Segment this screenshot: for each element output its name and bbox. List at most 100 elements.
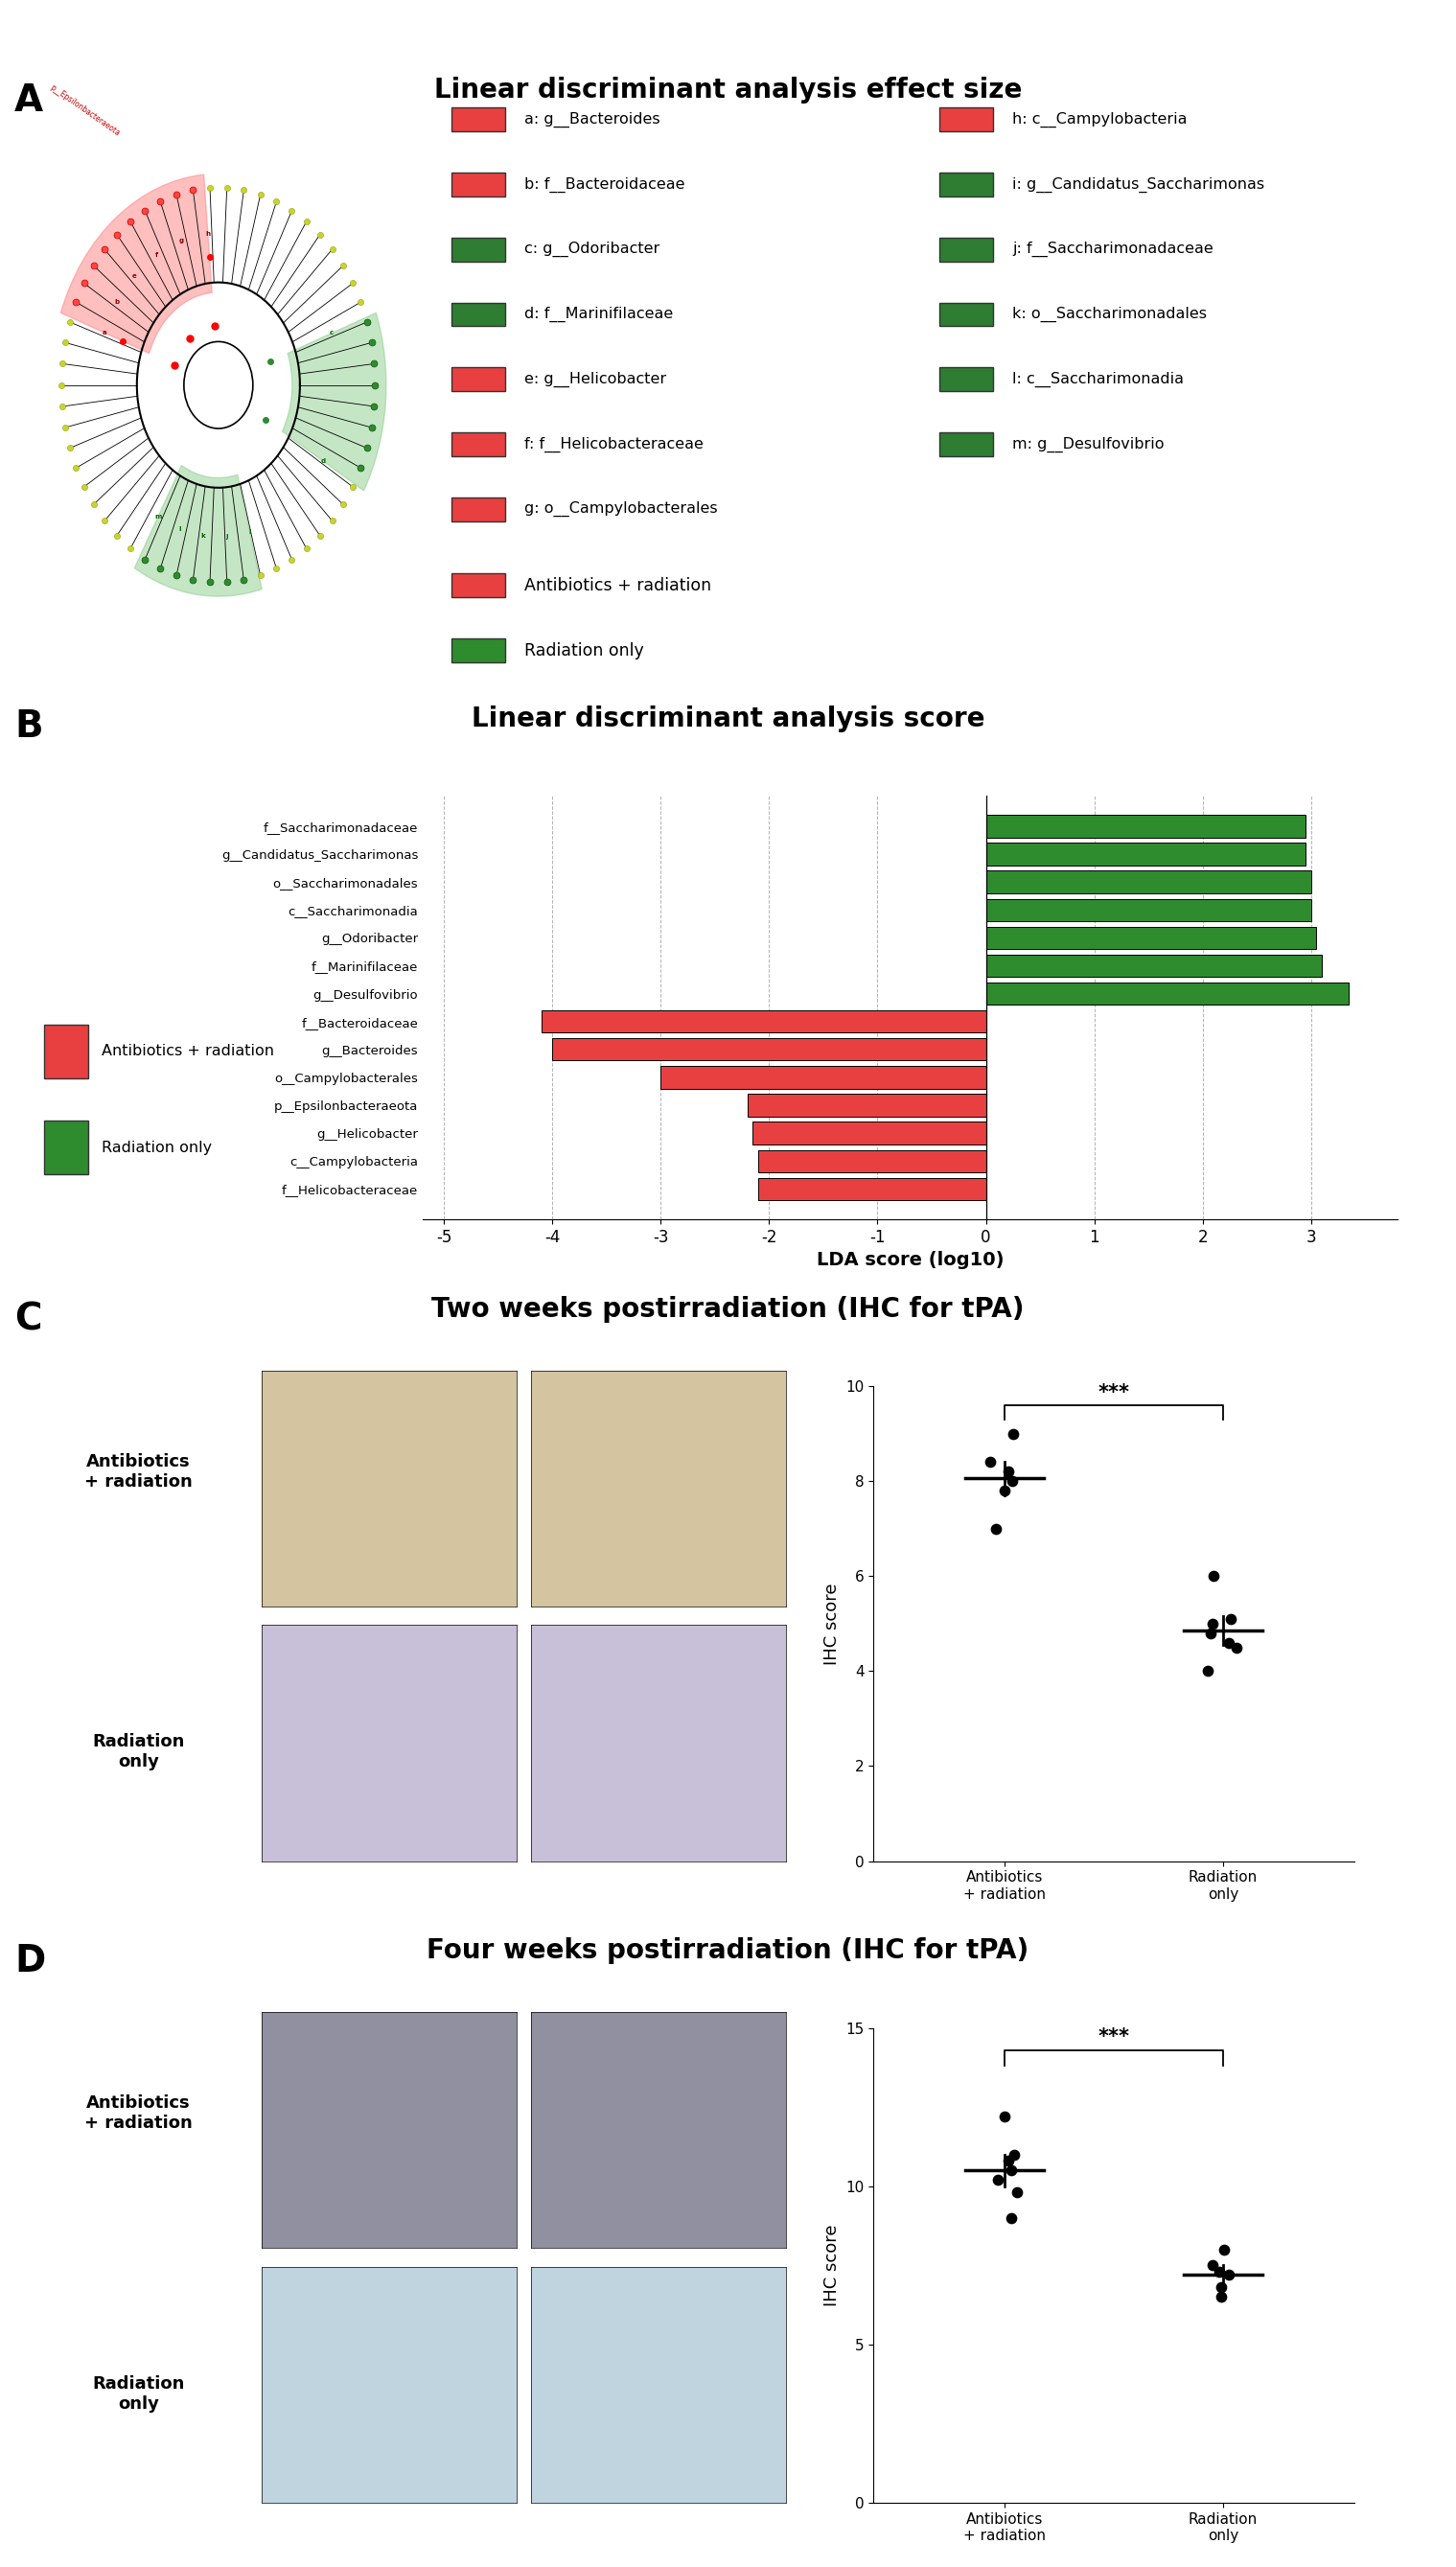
Text: p__Epsilonbacteraeota: p__Epsilonbacteraeota — [48, 82, 122, 139]
Bar — [939, 239, 993, 262]
Text: Linear discriminant analysis score: Linear discriminant analysis score — [472, 706, 984, 732]
Point — [978, 1443, 1002, 1484]
Circle shape — [183, 341, 253, 429]
Text: g: g — [179, 239, 183, 244]
Text: i: i — [249, 529, 250, 534]
Text: j: j — [226, 534, 227, 539]
Bar — [939, 367, 993, 390]
Point — [1217, 1622, 1241, 1663]
Point — [1198, 1612, 1222, 1653]
Point — [1217, 2254, 1241, 2295]
Text: D: D — [15, 1943, 45, 1979]
Point — [1200, 2244, 1223, 2285]
Point — [1000, 1461, 1024, 1502]
Text: e: e — [132, 272, 137, 280]
Bar — [986, 842, 1306, 865]
Point — [1002, 1412, 1025, 1453]
Text: C: C — [15, 1301, 42, 1337]
Point — [997, 1450, 1021, 1491]
Point — [1210, 2277, 1233, 2318]
Text: m: m — [154, 513, 162, 519]
Bar — [451, 303, 505, 326]
Text: Radiation only: Radiation only — [524, 642, 644, 660]
Text: d: f__Marinifilaceae: d: f__Marinifilaceae — [524, 305, 673, 323]
Bar — [451, 239, 505, 262]
Text: Antibiotics
+ radiation: Antibiotics + radiation — [84, 1453, 192, 1491]
Wedge shape — [134, 465, 262, 596]
Bar — [451, 639, 505, 662]
Bar — [986, 870, 1310, 893]
Bar — [986, 955, 1322, 978]
Point — [987, 2159, 1010, 2200]
Bar — [451, 431, 505, 457]
Text: f: f__Helicobacteraceae: f: f__Helicobacteraceae — [524, 436, 703, 452]
Text: Four weeks postirradiation (IHC for tPA): Four weeks postirradiation (IHC for tPA) — [427, 1938, 1029, 1964]
Bar — [753, 1122, 986, 1145]
Text: g: o__Campylobacterales: g: o__Campylobacterales — [524, 501, 718, 516]
Text: e: g__Helicobacter: e: g__Helicobacter — [524, 372, 667, 388]
Text: a: g__Bacteroides: a: g__Bacteroides — [524, 113, 660, 128]
Text: b: b — [115, 300, 119, 305]
Point — [996, 2141, 1019, 2182]
Text: A: A — [15, 82, 44, 118]
Bar — [542, 1011, 986, 1032]
Wedge shape — [282, 313, 386, 490]
Text: Antibiotics
+ radiation: Antibiotics + radiation — [84, 2095, 192, 2133]
Point — [993, 2097, 1016, 2138]
Point — [1210, 2267, 1233, 2308]
Bar — [44, 1024, 89, 1078]
Text: a: a — [103, 331, 108, 336]
Text: Radiation
only: Radiation only — [92, 2374, 185, 2413]
Point — [1203, 1556, 1226, 1597]
Wedge shape — [61, 175, 213, 354]
Point — [1226, 1627, 1249, 1669]
Point — [1219, 1599, 1242, 1640]
Text: k: k — [201, 534, 205, 539]
Text: ***: *** — [1098, 1384, 1130, 1402]
Bar — [552, 1037, 986, 1060]
Bar — [986, 983, 1348, 1004]
Text: Antibiotics + radiation: Antibiotics + radiation — [102, 1045, 274, 1058]
Text: c: g__Odoribacter: c: g__Odoribacter — [524, 241, 660, 257]
Bar — [986, 816, 1306, 837]
Text: b: f__Bacteroidaceae: b: f__Bacteroidaceae — [524, 177, 686, 193]
Text: j: f__Saccharimonadaceae: j: f__Saccharimonadaceae — [1012, 241, 1213, 257]
Bar — [939, 108, 993, 131]
Text: h: c__Campylobacteria: h: c__Campylobacteria — [1012, 113, 1187, 128]
Bar — [451, 108, 505, 131]
Text: c: c — [331, 331, 333, 336]
Text: i: g__Candidatus_Saccharimonas: i: g__Candidatus_Saccharimonas — [1012, 177, 1264, 193]
Text: Two weeks postirradiation (IHC for tPA): Two weeks postirradiation (IHC for tPA) — [431, 1296, 1025, 1322]
Bar — [451, 172, 505, 198]
Bar — [939, 431, 993, 457]
Bar — [759, 1150, 986, 1173]
Text: k: o__Saccharimonadales: k: o__Saccharimonadales — [1012, 305, 1207, 323]
Point — [984, 1507, 1008, 1548]
Bar — [747, 1094, 986, 1117]
Text: Antibiotics + radiation: Antibiotics + radiation — [524, 578, 712, 593]
Bar — [451, 498, 505, 521]
Y-axis label: IHC score: IHC score — [823, 1584, 840, 1663]
Text: l: l — [179, 526, 181, 531]
Point — [1000, 2197, 1024, 2238]
Text: m: g__Desulfovibrio: m: g__Desulfovibrio — [1012, 436, 1165, 452]
Point — [1000, 2151, 1024, 2192]
Text: ***: *** — [1098, 2028, 1130, 2046]
Text: d: d — [320, 457, 326, 465]
Text: l: c__Saccharimonadia: l: c__Saccharimonadia — [1012, 372, 1184, 388]
Text: Radiation only: Radiation only — [102, 1140, 211, 1155]
Point — [993, 1471, 1016, 1512]
Text: h: h — [205, 231, 210, 236]
Y-axis label: IHC score: IHC score — [823, 2226, 840, 2305]
Text: Radiation
only: Radiation only — [92, 1733, 185, 1771]
Text: B: B — [15, 708, 44, 744]
Bar — [451, 367, 505, 390]
Text: Linear discriminant analysis effect size: Linear discriminant analysis effect size — [434, 77, 1022, 103]
Point — [1197, 1651, 1220, 1692]
Bar — [939, 303, 993, 326]
Point — [1003, 2133, 1026, 2174]
Bar — [44, 1119, 89, 1173]
Text: f: f — [154, 252, 157, 257]
Point — [1006, 2172, 1029, 2213]
Bar — [986, 927, 1316, 950]
